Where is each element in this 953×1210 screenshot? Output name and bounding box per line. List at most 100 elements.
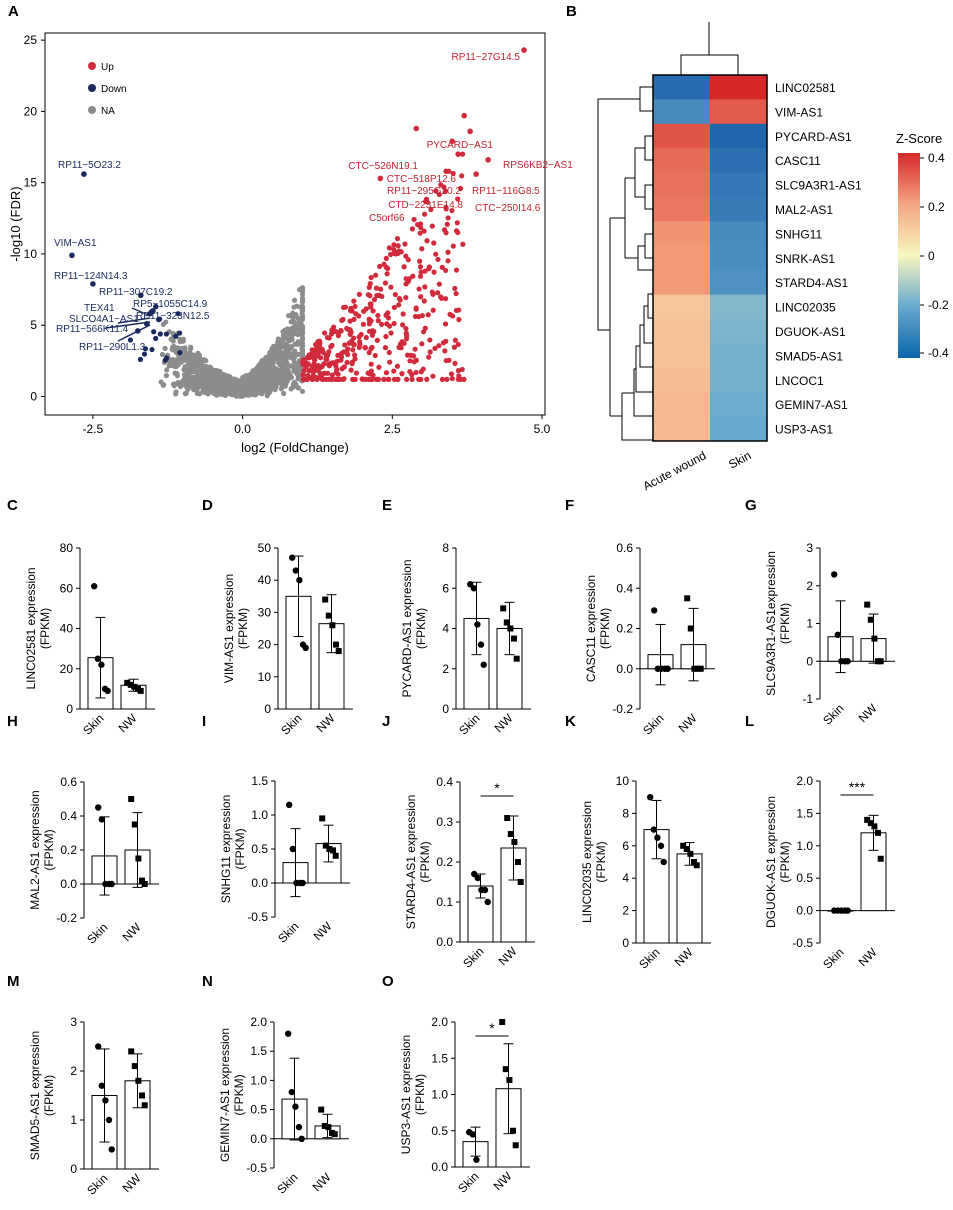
na-point <box>173 391 179 397</box>
up-point <box>419 341 425 347</box>
up-point <box>421 298 427 304</box>
y-tick-label: 1 <box>70 1113 77 1127</box>
up-point <box>371 297 378 303</box>
panel-letter-h: H <box>7 713 18 730</box>
data-point <box>91 583 98 590</box>
up-point <box>340 304 347 311</box>
down-point <box>151 329 157 335</box>
na-point <box>299 388 306 394</box>
x-category-label: Skin <box>84 1171 110 1197</box>
up-point <box>407 358 413 364</box>
data-point <box>504 815 511 821</box>
na-point <box>229 382 235 388</box>
y-tick-label: 0.1 <box>436 895 453 909</box>
y-tick-label: 40 <box>258 573 272 587</box>
down-labeled-point <box>155 316 162 323</box>
up-point <box>333 363 339 369</box>
colorbar-tick-label: 0 <box>928 249 935 263</box>
na-point <box>282 383 288 389</box>
volcano-frame <box>44 32 546 416</box>
heatmap-cell <box>710 367 767 393</box>
up-point <box>382 280 389 286</box>
y-tick-label: 0.4 <box>436 775 453 789</box>
up-point <box>407 369 413 375</box>
y-tick-label: 6 <box>442 581 449 595</box>
na-point <box>207 364 213 370</box>
y-tick-label: 80 <box>60 541 74 555</box>
legend-label: Up <box>101 62 114 73</box>
data-point <box>141 1102 148 1109</box>
down-labeled-point <box>138 292 144 299</box>
up-point <box>368 361 374 367</box>
up-point <box>382 345 389 351</box>
na-point <box>182 351 188 357</box>
up-point <box>448 371 455 377</box>
heatmap-cell <box>710 245 767 271</box>
x-category-label: Skin <box>84 920 110 946</box>
na-point <box>206 383 213 389</box>
y-axis-unit: (FPKM) <box>42 1075 56 1116</box>
up-point <box>388 330 394 336</box>
y-tick-label: 0.2 <box>60 843 77 857</box>
up-point <box>383 255 389 261</box>
na-point <box>197 391 203 397</box>
na-point <box>215 392 221 398</box>
y-tick-label: 1 <box>806 617 813 631</box>
na-point <box>254 381 261 387</box>
up-point <box>376 364 382 370</box>
data-point <box>289 554 296 561</box>
na-point <box>250 391 256 397</box>
down-gene-label: RP11−323N12.5 <box>136 311 210 322</box>
data-point <box>128 1048 135 1055</box>
up-point <box>455 229 461 236</box>
data-point <box>131 683 138 690</box>
y-tick-label: -0.2 <box>56 911 77 925</box>
na-point <box>290 310 296 316</box>
up-point <box>411 359 417 365</box>
up-point <box>395 243 401 249</box>
data-point <box>319 815 326 822</box>
up-point <box>433 251 439 257</box>
na-point <box>164 367 170 373</box>
heatmap-row-label: SNHG11 <box>775 227 822 241</box>
up-point <box>386 349 392 356</box>
data-point <box>687 850 694 857</box>
y-tick-label: 20 <box>24 104 38 118</box>
na-point <box>180 338 186 344</box>
legend-swatch <box>88 62 96 70</box>
up-labeled-point <box>443 168 449 175</box>
heatmap-row-label: STARD4-AS1 <box>775 276 848 290</box>
up-point <box>375 318 381 324</box>
up-point <box>383 333 389 340</box>
down-point <box>177 350 183 356</box>
na-point <box>160 321 166 328</box>
x-category-label: Skin <box>80 711 106 737</box>
up-point <box>301 368 307 374</box>
data-point <box>131 821 138 828</box>
panel-letter-e: E <box>382 497 392 514</box>
up-point <box>401 264 407 270</box>
y-tick-label: 0.0 <box>616 662 633 676</box>
na-point <box>194 360 200 366</box>
y-axis-label: GEMIN7-AS1 expression <box>218 1028 232 1162</box>
up-point <box>421 228 427 234</box>
up-gene-label: CTC−250I14.6 <box>475 203 541 214</box>
na-point <box>269 346 275 352</box>
panel-letter-j: J <box>382 713 390 730</box>
up-point <box>439 264 445 270</box>
heatmap-cell <box>653 245 710 271</box>
na-point <box>298 351 304 357</box>
up-point <box>383 370 390 376</box>
data-point <box>95 1043 102 1050</box>
up-point <box>451 344 457 350</box>
na-point <box>275 379 281 385</box>
up-point <box>368 274 374 281</box>
up-labeled-point <box>473 171 479 177</box>
up-point <box>308 375 314 381</box>
y-tick-label: 0.0 <box>431 1160 448 1174</box>
data-point <box>326 846 333 852</box>
x-axis-label: log2 (FoldChange) <box>241 440 349 455</box>
y-tick-label: 0.0 <box>60 877 77 891</box>
legend-label: NA <box>101 106 115 117</box>
na-point <box>281 390 287 397</box>
